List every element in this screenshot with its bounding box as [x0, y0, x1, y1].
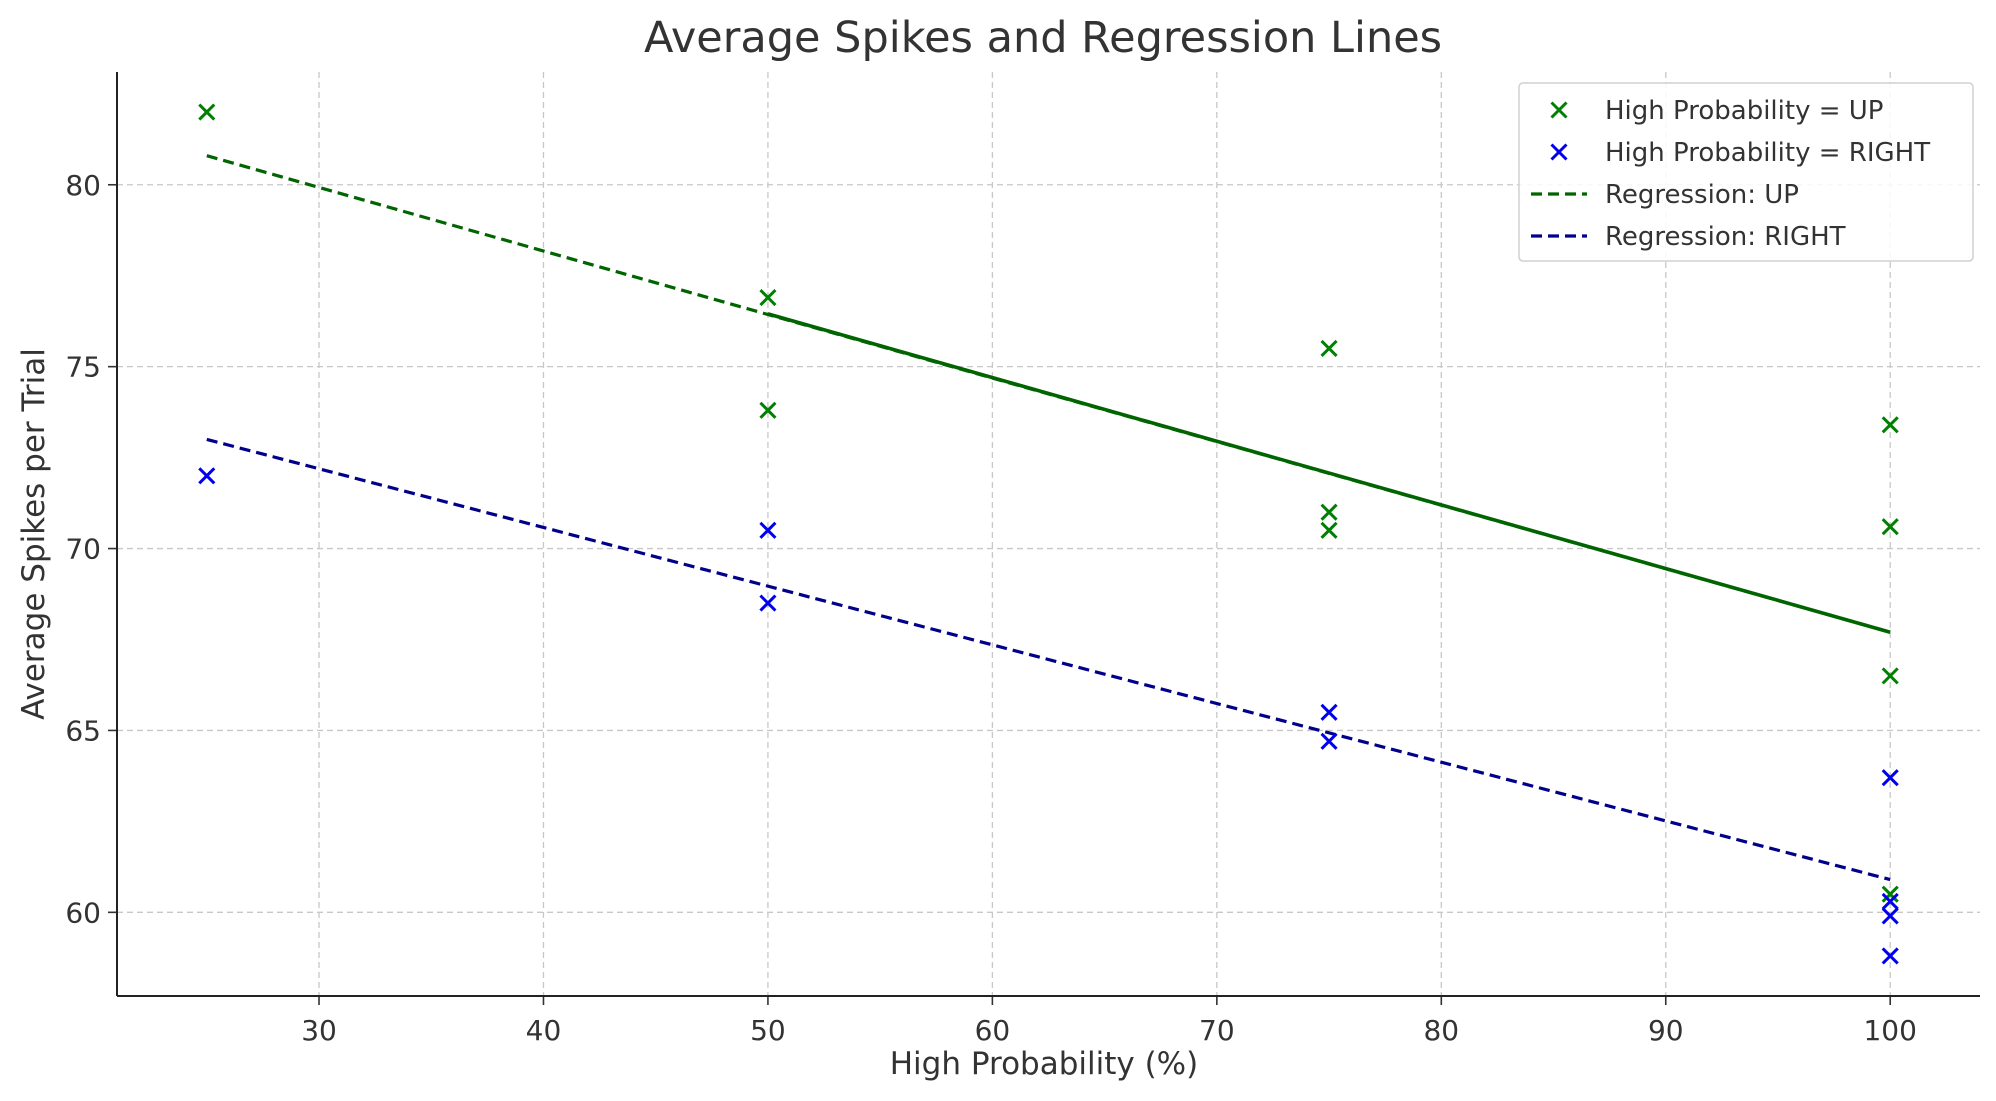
data-points	[198, 103, 1899, 965]
x-axis-label: High Probability (%)	[890, 1046, 1198, 1082]
y-tick-label: 60	[65, 896, 101, 929]
data-point-right	[1881, 769, 1899, 787]
data-point-right	[1881, 947, 1899, 965]
legend-marker	[1550, 143, 1568, 161]
legend-label: Regression: RIGHT	[1605, 222, 1846, 252]
marker-stroke	[759, 521, 777, 539]
data-point-up	[1881, 518, 1899, 536]
data-point-right	[1881, 892, 1899, 910]
chart-title: Average Spikes and Regression Lines	[644, 13, 1442, 63]
x-tick-label: 80	[1423, 1014, 1459, 1047]
marker-stroke	[1320, 703, 1338, 721]
data-point-up	[1881, 885, 1899, 903]
marker-stroke	[759, 401, 777, 419]
marker-stroke	[198, 103, 216, 121]
y-tick-label: 65	[65, 714, 101, 747]
marker-stroke	[1320, 339, 1338, 358]
data-point-right	[198, 467, 216, 485]
y-tick-label: 70	[65, 533, 101, 566]
legend-item: Regression: RIGHT	[1531, 222, 1846, 252]
legend: High Probability = UP High Probability = …	[1518, 82, 1974, 262]
marker-stroke	[759, 594, 777, 612]
data-point-up	[1881, 667, 1899, 685]
data-point-up	[759, 288, 777, 307]
regression-lines	[206, 154, 1891, 882]
marker-stroke	[1320, 503, 1338, 521]
x-tick-label: 90	[1648, 1014, 1684, 1047]
data-point-up	[1320, 521, 1338, 539]
marker-stroke	[1881, 416, 1899, 434]
marker-stroke	[1550, 143, 1568, 161]
legend-label: High Probability = RIGHT	[1605, 138, 1930, 168]
y-tick-label: 75	[65, 351, 101, 384]
marker-stroke	[1881, 885, 1899, 903]
legend-item: High Probability = RIGHT	[1550, 138, 1930, 168]
regression-overlay-line	[767, 312, 1891, 634]
data-point-right	[1320, 732, 1338, 750]
marker-stroke	[1881, 667, 1899, 685]
data-point-up	[198, 103, 216, 121]
data-point-up	[1320, 339, 1338, 358]
legend-item: High Probability = UP	[1550, 96, 1883, 126]
x-tick-label: 70	[1199, 1014, 1235, 1047]
marker-stroke	[1881, 892, 1899, 910]
x-tick-label: 30	[301, 1014, 337, 1047]
x-tick-label: 50	[750, 1014, 786, 1047]
data-point-up	[1881, 416, 1899, 434]
marker-stroke	[1320, 521, 1338, 539]
y-axis-label: Average Spikes per Trial	[16, 348, 52, 720]
x-tick-label: 100	[1863, 1014, 1916, 1047]
data-point-right	[1881, 907, 1899, 925]
legend-label: High Probability = UP	[1605, 96, 1883, 126]
marker-stroke	[1881, 907, 1899, 925]
data-point-right	[759, 594, 777, 612]
marker-stroke	[198, 467, 216, 485]
tick-labels: 30 40 50 60 70 80 90 100 60 65 70 75 80	[65, 169, 1917, 1047]
marker-stroke	[1550, 101, 1568, 119]
x-tick-label: 60	[975, 1014, 1011, 1047]
legend-marker	[1550, 101, 1568, 119]
axes	[108, 72, 1980, 1005]
marker-stroke	[1881, 947, 1899, 965]
legend-label: Regression: UP	[1605, 180, 1799, 210]
data-point-up	[1320, 503, 1338, 521]
regression-line-right	[206, 437, 1891, 882]
legend-box	[1518, 82, 1974, 262]
marker-stroke	[1320, 732, 1338, 750]
legend-item: Regression: UP	[1531, 180, 1799, 210]
data-point-right	[759, 521, 777, 539]
data-point-right	[1320, 703, 1338, 721]
y-tick-label: 80	[65, 169, 101, 202]
x-tick-label: 40	[526, 1014, 562, 1047]
marker-stroke	[1881, 518, 1899, 536]
marker-stroke	[1881, 769, 1899, 787]
marker-stroke	[759, 288, 777, 307]
data-point-up	[759, 401, 777, 419]
